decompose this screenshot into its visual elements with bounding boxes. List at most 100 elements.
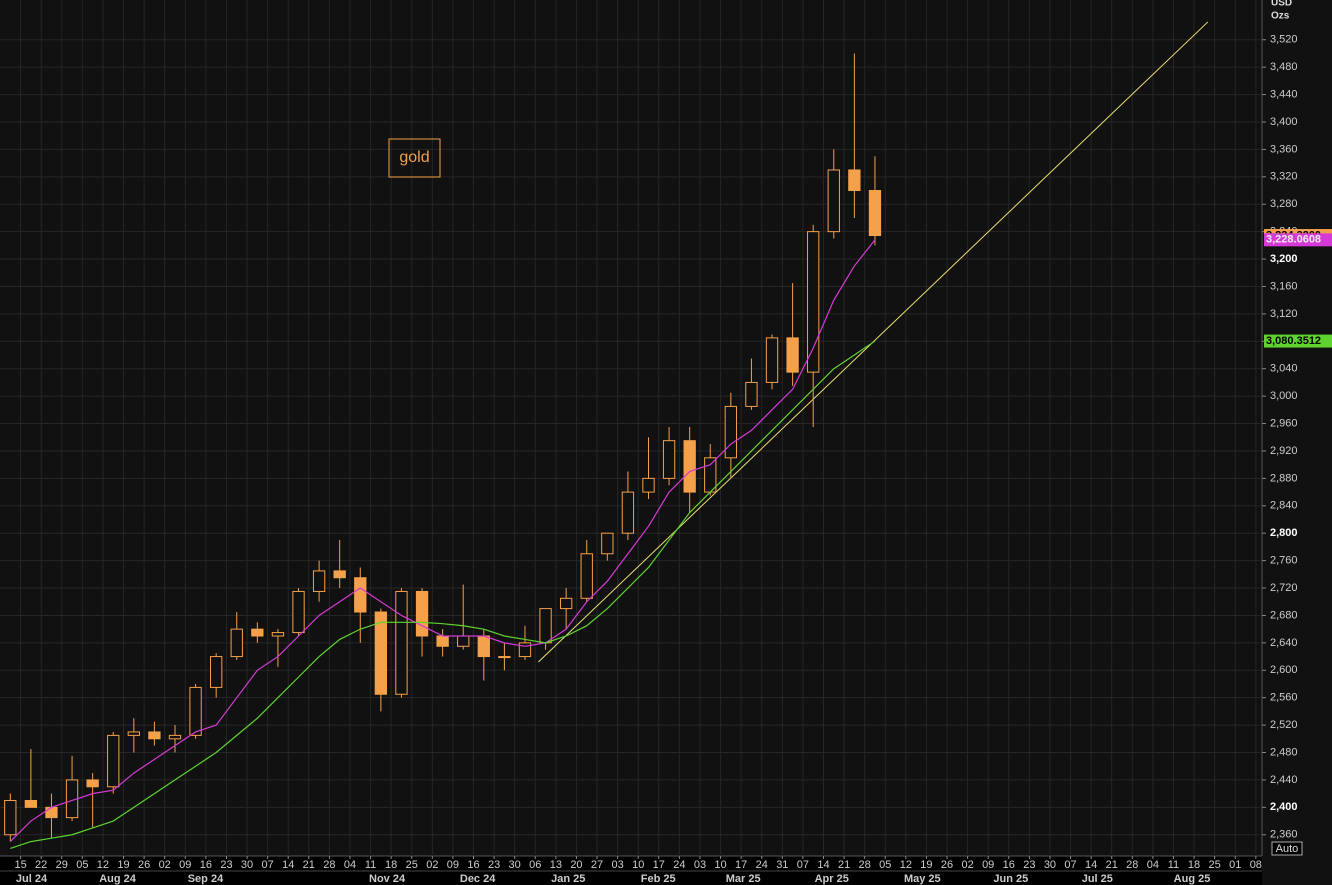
candle-body — [251, 628, 264, 637]
candle-body — [189, 686, 202, 736]
candle-body — [312, 570, 326, 592]
x-tick-label: 21 — [838, 859, 850, 871]
x-tick-label: 09 — [179, 859, 191, 871]
month-label: Jul 25 — [1082, 873, 1113, 885]
x-tick-label: 31 — [776, 859, 788, 871]
x-tick-label: 03 — [694, 859, 706, 871]
labels: 2,360 2,400 2,440 2,480 2,520 2,560 2,600 2,640… — [14, 34, 1332, 885]
x-tick-label: 16 — [1003, 859, 1015, 871]
y-tick-label: 2,520 — [1270, 719, 1298, 731]
y-tick-label: 2,960 — [1270, 417, 1298, 429]
x-tick-label: 14 — [1085, 859, 1097, 871]
x-tick-label: 07 — [1064, 859, 1076, 871]
y-tick-label: 3,520 — [1270, 34, 1298, 46]
candle-body — [518, 642, 532, 658]
x-tick-label: 29 — [56, 859, 68, 871]
candle-body — [704, 457, 717, 493]
candle-body — [498, 656, 511, 659]
y-tick-label: 2,680 — [1270, 609, 1298, 621]
y-tick-label: 3,280 — [1270, 198, 1298, 210]
y-tick-label: 3,040 — [1270, 363, 1298, 375]
month-label: Jul 24 — [16, 873, 48, 885]
y-tick-label: 2,360 — [1270, 829, 1298, 841]
month-label: Jun 25 — [993, 873, 1028, 885]
x-tick-label: 11 — [365, 859, 376, 871]
candle-body — [868, 190, 882, 237]
candle-body — [374, 611, 388, 695]
candle-body — [395, 590, 408, 695]
x-tick-label: 30 — [1044, 859, 1056, 871]
x-tick-label: 07 — [262, 859, 274, 871]
x-tick-label: 02 — [426, 859, 438, 871]
candle-body — [271, 632, 285, 637]
month-label: Aug 25 — [1174, 873, 1211, 885]
candle-body — [642, 477, 655, 493]
month-label: Apr 25 — [815, 873, 849, 885]
unit-label: USD — [1271, 0, 1292, 9]
month-label: Dec 24 — [460, 873, 496, 885]
candle-body — [457, 635, 470, 647]
moving-average — [10, 340, 876, 850]
x-tick-label: 17 — [653, 859, 665, 871]
y-tick-label: 2,560 — [1270, 692, 1298, 704]
x-tick-label: 21 — [303, 859, 315, 871]
legend-label[interactable]: gold — [399, 149, 429, 166]
last-value-label: 3,080.3512 — [1266, 335, 1321, 347]
candle-body — [580, 553, 593, 599]
y-tick-label: 2,840 — [1270, 500, 1298, 512]
candle-body — [621, 491, 635, 534]
x-tick-label: 05 — [76, 859, 88, 871]
candle-body — [86, 779, 99, 788]
y-tick-label: 3,400 — [1270, 116, 1298, 128]
candle-body — [683, 440, 696, 493]
x-tick-label: 27 — [591, 859, 603, 871]
x-tick-label: 21 — [1106, 859, 1118, 871]
grid — [0, 0, 1262, 856]
y-tick-label: 3,160 — [1270, 280, 1298, 292]
auto-button-label[interactable]: Auto — [1276, 843, 1299, 855]
candle-body — [210, 656, 223, 688]
auto-button[interactable] — [1271, 841, 1303, 856]
x-tick-label: 06 — [529, 859, 541, 871]
candle-body — [601, 532, 614, 555]
x-tick-label: 23 — [220, 859, 232, 871]
y-tick-label: 3,360 — [1270, 143, 1298, 155]
candle-body — [724, 405, 738, 459]
month-label: Nov 24 — [369, 873, 406, 885]
x-tick-label: 25 — [406, 859, 418, 871]
y-tick-label: 3,480 — [1270, 61, 1298, 73]
month-label: Feb 25 — [641, 873, 676, 885]
y-tick-label: 2,440 — [1270, 774, 1298, 786]
candle-body — [848, 169, 861, 192]
x-tick-label: 17 — [735, 859, 747, 871]
x-tick-label: 16 — [200, 859, 212, 871]
y-tick-label: 2,480 — [1270, 746, 1298, 758]
candle-body — [230, 628, 243, 658]
y-tick-label: 3,440 — [1270, 88, 1298, 100]
x-tick-label: 16 — [467, 859, 479, 871]
x-tick-label: 05 — [879, 859, 891, 871]
x-tick-label: 02 — [159, 859, 171, 871]
y-tick-label: 2,920 — [1270, 445, 1298, 457]
x-tick-label: 10 — [714, 859, 726, 871]
y-tick-label: 3,320 — [1270, 171, 1298, 183]
x-tick-label: 13 — [550, 859, 562, 871]
x-tick-label: 23 — [1023, 859, 1035, 871]
last-value-box — [1264, 334, 1332, 348]
candle-body — [292, 590, 305, 634]
x-tick-label: 24 — [756, 859, 768, 871]
month-label: Jan 25 — [551, 873, 585, 885]
y-tick-label: 3,200 — [1270, 253, 1298, 265]
legend-box[interactable] — [388, 138, 441, 178]
x-tick-label: 26 — [941, 859, 953, 871]
x-tick-label: 24 — [673, 859, 685, 871]
candle-body — [539, 608, 552, 644]
candle-body — [4, 799, 17, 836]
last-value-box — [1264, 233, 1332, 247]
x-tick-label: 09 — [982, 859, 994, 871]
x-tick-label: 03 — [611, 859, 623, 871]
x-tick-label: 18 — [385, 859, 397, 871]
candle-body — [662, 440, 676, 479]
